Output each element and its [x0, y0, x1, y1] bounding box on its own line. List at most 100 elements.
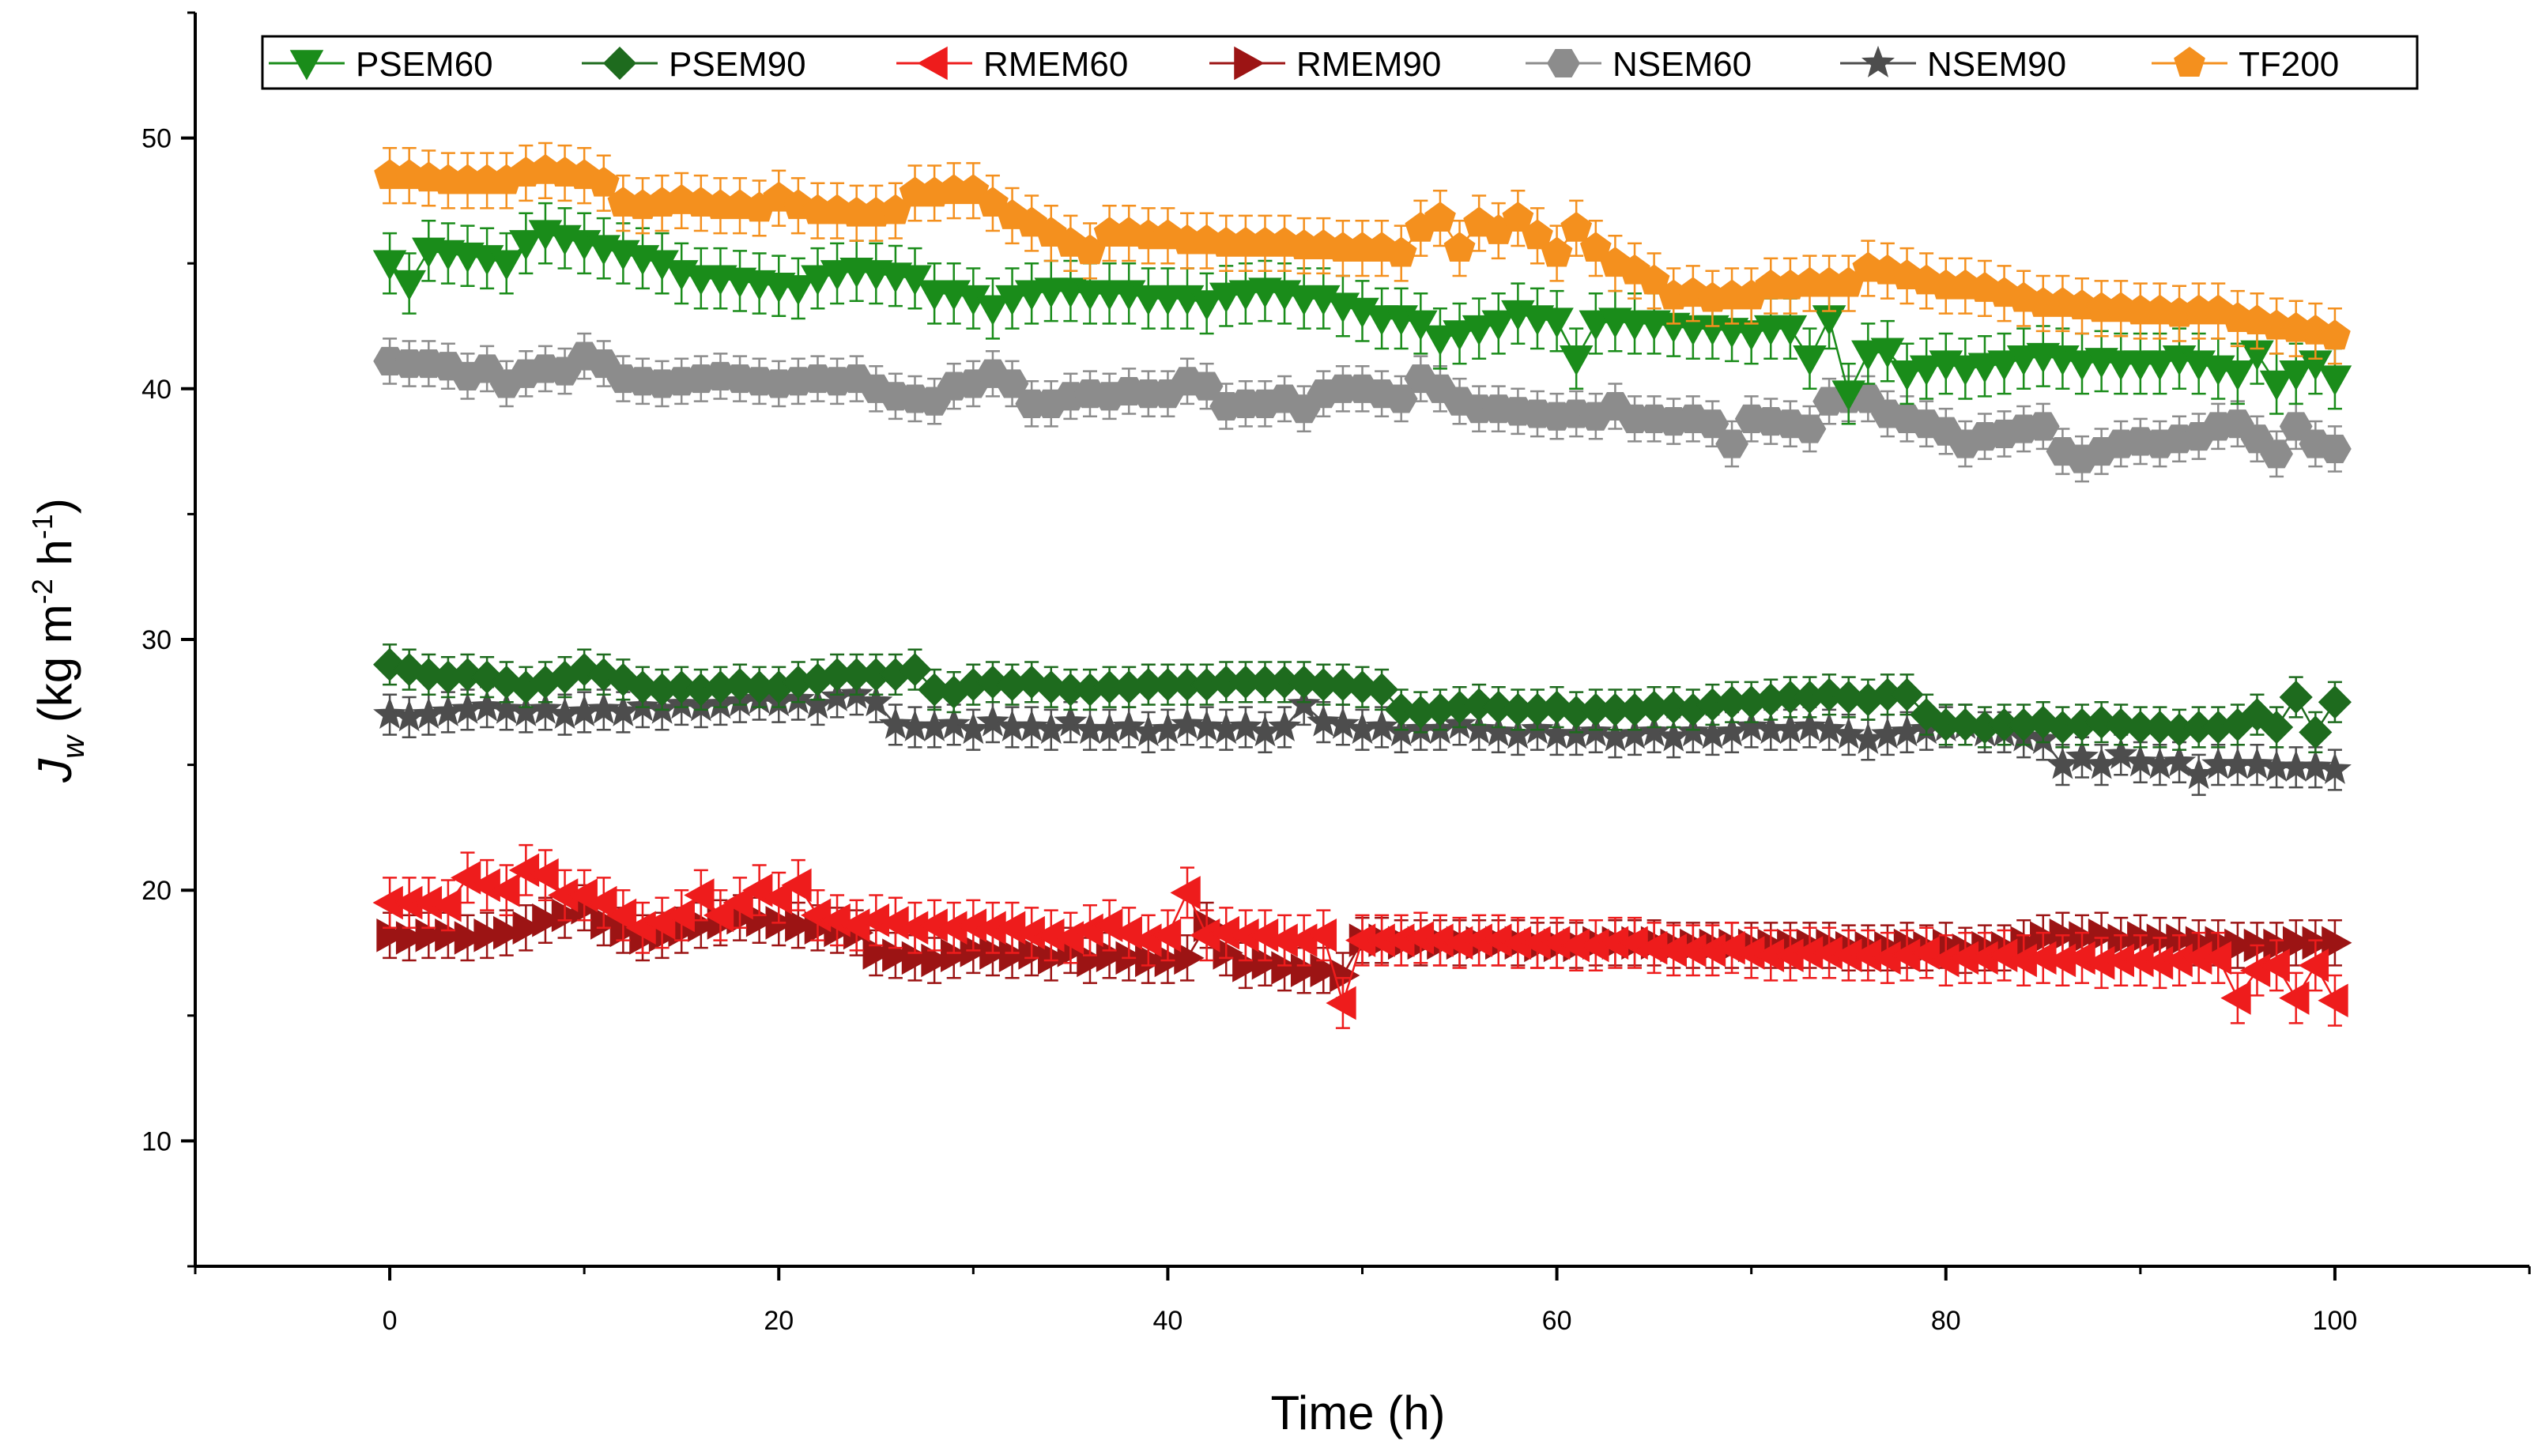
data-point: [1560, 211, 1593, 242]
data-point: [1384, 692, 1418, 726]
x-tick-label: 20: [764, 1306, 794, 1336]
data-point: [470, 689, 504, 722]
y-axis-title-rest: (kg m: [28, 604, 81, 736]
data-point: [1404, 310, 1438, 341]
data-point: [995, 285, 1029, 316]
series-PSEM90: [373, 643, 2352, 753]
data-point: [2104, 737, 2138, 769]
data-point: [1424, 202, 1456, 232]
data-point: [2084, 705, 2118, 739]
data-point: [1287, 665, 1321, 699]
data-point: [1365, 709, 1399, 741]
legend-label: NSEM60: [1613, 45, 1752, 84]
data-point: [1831, 380, 1865, 411]
data-point: [1213, 936, 1243, 970]
data-point: [703, 898, 734, 933]
data-point: [901, 941, 933, 975]
data-point: [2298, 949, 2329, 983]
data-point: [722, 885, 753, 920]
data-point: [2006, 345, 2041, 376]
series-PSEM60: [372, 202, 2352, 425]
data-point: [2259, 949, 2290, 983]
data-point: [1559, 345, 1594, 376]
data-point: [1267, 709, 1302, 741]
data-point: [859, 685, 893, 717]
data-point: [2220, 981, 2251, 1015]
data-point: [1209, 282, 1243, 313]
data-point: [2162, 745, 2197, 777]
legend-item-TF200: TF200: [2152, 45, 2339, 84]
data-point: [918, 673, 952, 707]
data-point: [1579, 715, 1613, 747]
y-axis-title: Jw (kg m-2 h-1): [26, 498, 91, 783]
data-point: [1306, 918, 1337, 952]
data-point: [2259, 370, 2294, 402]
data-point: [1502, 202, 1534, 232]
legend-label: RMEM60: [983, 45, 1128, 84]
data-point: [2318, 434, 2352, 463]
data-point: [722, 668, 757, 702]
data-point: [1190, 290, 1224, 321]
legend-marker: [2174, 47, 2205, 77]
data-point: [785, 908, 816, 942]
markers-PSEM90: [373, 647, 2352, 749]
data-point: [1870, 338, 1905, 368]
data-point: [587, 885, 617, 920]
data-point: [956, 712, 990, 745]
data-point: [781, 275, 816, 306]
data-point: [2104, 707, 2138, 741]
data-point: [454, 921, 485, 955]
data-point: [1793, 414, 1827, 443]
legend-item-NSEM90: NSEM90: [1840, 45, 2066, 84]
data-point: [2107, 923, 2138, 957]
legend-item-NSEM60: NSEM60: [1526, 45, 1752, 84]
data-point: [372, 250, 407, 281]
data-point: [373, 697, 407, 730]
data-point: [2260, 710, 2294, 745]
data-point: [665, 670, 699, 704]
data-point: [473, 918, 504, 952]
data-point: [2302, 926, 2333, 960]
legend-marker: [1234, 46, 1265, 81]
data-point: [1851, 340, 1885, 371]
data-point: [1423, 325, 1458, 356]
data-point: [1540, 307, 1574, 338]
x-tick-label: 40: [1153, 1306, 1183, 1336]
data-point: [1462, 315, 1496, 346]
y-axis-title-main: J: [28, 758, 81, 783]
data-point: [1054, 704, 1088, 737]
legend-label: RMEM90: [1296, 45, 1441, 84]
data-point: [587, 692, 620, 724]
data-point: [781, 868, 812, 903]
data-point: [940, 938, 971, 972]
data-point: [2084, 747, 2118, 779]
data-point: [1481, 715, 1515, 747]
series-RMEM60: [372, 843, 2348, 1029]
data-point: [921, 943, 952, 978]
data-point: [1170, 707, 1205, 739]
data-point: [1228, 280, 1263, 311]
legend-item-RMEM60: RMEM60: [896, 45, 1128, 84]
data-point: [1462, 688, 1496, 722]
data-point: [1715, 429, 1748, 458]
data-point: [1034, 670, 1068, 704]
data-point: [1657, 690, 1691, 724]
data-point: [412, 658, 446, 692]
data-point: [1579, 310, 1613, 341]
data-point: [1462, 712, 1496, 745]
y-axis-title-end: ): [28, 498, 81, 514]
y-tick-label: 20: [141, 876, 172, 906]
legend-item-RMEM90: RMEM90: [1209, 45, 1441, 84]
data-point: [2166, 923, 2197, 957]
data-point: [1290, 953, 1322, 987]
series-layer: [372, 141, 2352, 1029]
data-point: [395, 921, 427, 955]
data-point: [745, 903, 777, 937]
y-tick-label: 50: [141, 124, 172, 154]
data-point: [392, 270, 426, 301]
data-point: [2279, 981, 2310, 1015]
data-point: [1135, 943, 1166, 978]
data-point: [2318, 752, 2352, 784]
data-point: [605, 898, 637, 933]
data-point: [1251, 945, 1283, 980]
